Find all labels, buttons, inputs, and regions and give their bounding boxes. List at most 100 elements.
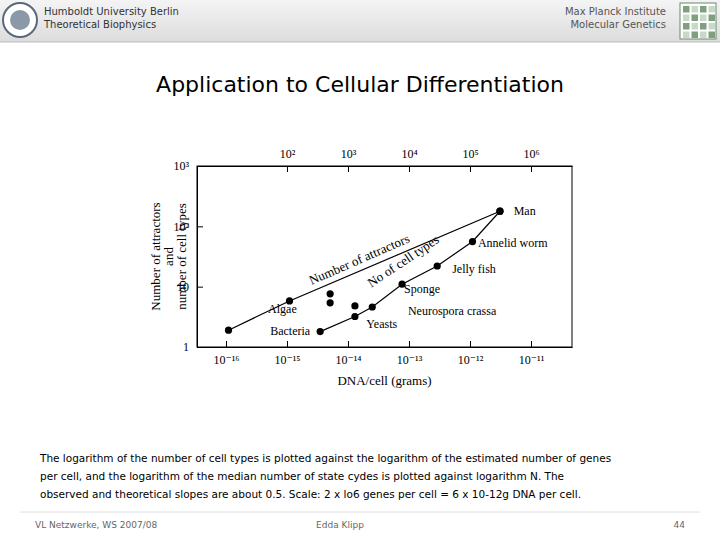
slide: Humboldt University Berlin Theoretical Bi… <box>0 0 720 540</box>
annotation: Sponge <box>404 282 440 296</box>
logo-cell <box>692 32 699 39</box>
x-axis: 10⁻¹⁶ 10⁻¹⁵ 10⁻¹⁴ 10⁻¹³ 10⁻¹² 10⁻¹¹ <box>198 341 573 367</box>
tick-label: 10⁻¹¹ <box>519 353 545 367</box>
tick-label: 10⁻¹⁴ <box>335 353 361 367</box>
data-point <box>327 290 334 297</box>
logo-cell <box>683 15 690 22</box>
tick-label: 10² <box>280 147 296 161</box>
y-axis: 11010²10³ <box>173 159 203 354</box>
logo-cell <box>700 32 707 39</box>
header-text: Theoretical Biophysics <box>43 19 156 30</box>
tick: 10⁻¹¹ <box>519 341 545 367</box>
annotation: Neurospora crassa <box>408 304 497 318</box>
tick-label: 10⁴ <box>401 147 417 161</box>
tick-mark <box>470 166 471 172</box>
data-point <box>351 302 358 309</box>
logo-cell <box>709 32 716 39</box>
tick: 10⁻¹⁶ <box>213 341 239 367</box>
tick: 10³ <box>173 159 203 173</box>
header-rule <box>0 42 720 43</box>
slide-canvas: Humboldt University Berlin Theoretical Bi… <box>0 0 720 540</box>
slide-title: Application to Cellular Differentiation <box>156 72 564 97</box>
logo-core <box>10 10 30 30</box>
tick: 10⁻¹³ <box>397 341 423 367</box>
tick-label: 10⁻¹⁶ <box>213 353 239 367</box>
tick-label: 10³ <box>173 159 189 173</box>
footer-rule <box>20 512 700 513</box>
data-point <box>351 313 358 320</box>
footer-text: Edda Klipp <box>316 520 364 530</box>
tick: 10³ <box>341 147 357 172</box>
data-point <box>496 208 503 215</box>
tick-label: 10⁻¹³ <box>397 353 423 367</box>
header-text: Max Planck Institute <box>565 6 666 17</box>
data-point <box>496 208 503 215</box>
axis-line <box>197 167 198 348</box>
data-point <box>469 238 476 245</box>
tick-mark <box>348 166 349 172</box>
tick-mark <box>226 341 227 347</box>
tick: 10⁵ <box>462 147 478 172</box>
tick-mark <box>287 341 288 347</box>
data-point <box>225 327 232 334</box>
logo-cell <box>700 15 707 22</box>
header-text: Molecular Genetics <box>570 19 666 30</box>
annotation: Annelid worm <box>478 236 548 250</box>
annotation: Algae <box>268 302 297 316</box>
tick: 1 <box>183 340 203 354</box>
logo-cell <box>692 6 699 13</box>
axis-line <box>198 347 573 348</box>
tick-mark <box>470 341 471 347</box>
tick-mark <box>409 341 410 347</box>
tick: 10⁶ <box>523 147 539 172</box>
logo-ring <box>3 3 37 37</box>
tick-label: 10⁻¹⁵ <box>274 353 300 367</box>
caption-line: The logarithm of the number of cell type… <box>39 452 611 464</box>
tick-label: 10⁵ <box>462 147 478 161</box>
tick-label: 10³ <box>341 147 357 161</box>
tick-label: 1 <box>183 340 189 354</box>
header-text: Humboldt University Berlin <box>44 6 179 17</box>
institute-logo <box>680 3 716 39</box>
caption-line: per cell, and the logarithm of the media… <box>40 470 564 482</box>
data-point <box>317 328 324 335</box>
tick: 10⁻¹² <box>458 341 484 367</box>
tick: 10⁴ <box>401 147 417 172</box>
y-axis-title: number of cell types <box>174 203 189 310</box>
annotation: Yeasts <box>366 317 397 331</box>
tick-mark <box>348 341 349 347</box>
annotation: Man <box>514 204 536 218</box>
plot-area <box>225 208 504 336</box>
tick-mark <box>197 226 203 227</box>
data-point <box>434 262 441 269</box>
chart: 10⁻¹⁶10⁻¹⁵10⁻¹⁴10⁻¹³10⁻¹²10⁻¹¹10²10³10⁴1… <box>148 147 573 388</box>
tick-label: 10⁻¹² <box>458 353 484 367</box>
annotation: Bacteria <box>270 324 311 338</box>
tick-mark <box>197 347 203 348</box>
tick-mark <box>287 166 288 172</box>
university-logo <box>3 3 37 37</box>
page-number: 44 <box>674 520 686 530</box>
logo-cell <box>700 6 707 13</box>
x2-axis: 10² 10³ 10⁴ 10⁵ 10⁶ <box>198 147 573 172</box>
axis-line <box>198 166 573 167</box>
logo-cell <box>692 23 699 30</box>
logo-cell <box>683 23 690 30</box>
tick-mark <box>197 166 203 167</box>
tick-mark <box>531 341 532 347</box>
data-point <box>369 303 376 310</box>
logo-cell <box>709 6 716 13</box>
tick-mark <box>197 287 203 288</box>
logo-frame <box>680 3 716 39</box>
footer-text: VL Netzwerke, WS 2007/08 <box>35 520 157 530</box>
caption-line: observed and theoretical slopes are abou… <box>40 488 581 500</box>
logo-cell <box>683 32 690 39</box>
logo-cell <box>709 23 716 30</box>
annotation: Jelly fish <box>452 262 496 276</box>
header-band <box>0 0 720 42</box>
series-line <box>229 211 500 330</box>
tick-mark <box>409 166 410 172</box>
data-point <box>327 299 334 306</box>
tick-label: 10⁶ <box>523 147 539 161</box>
plot-frame <box>197 166 572 347</box>
